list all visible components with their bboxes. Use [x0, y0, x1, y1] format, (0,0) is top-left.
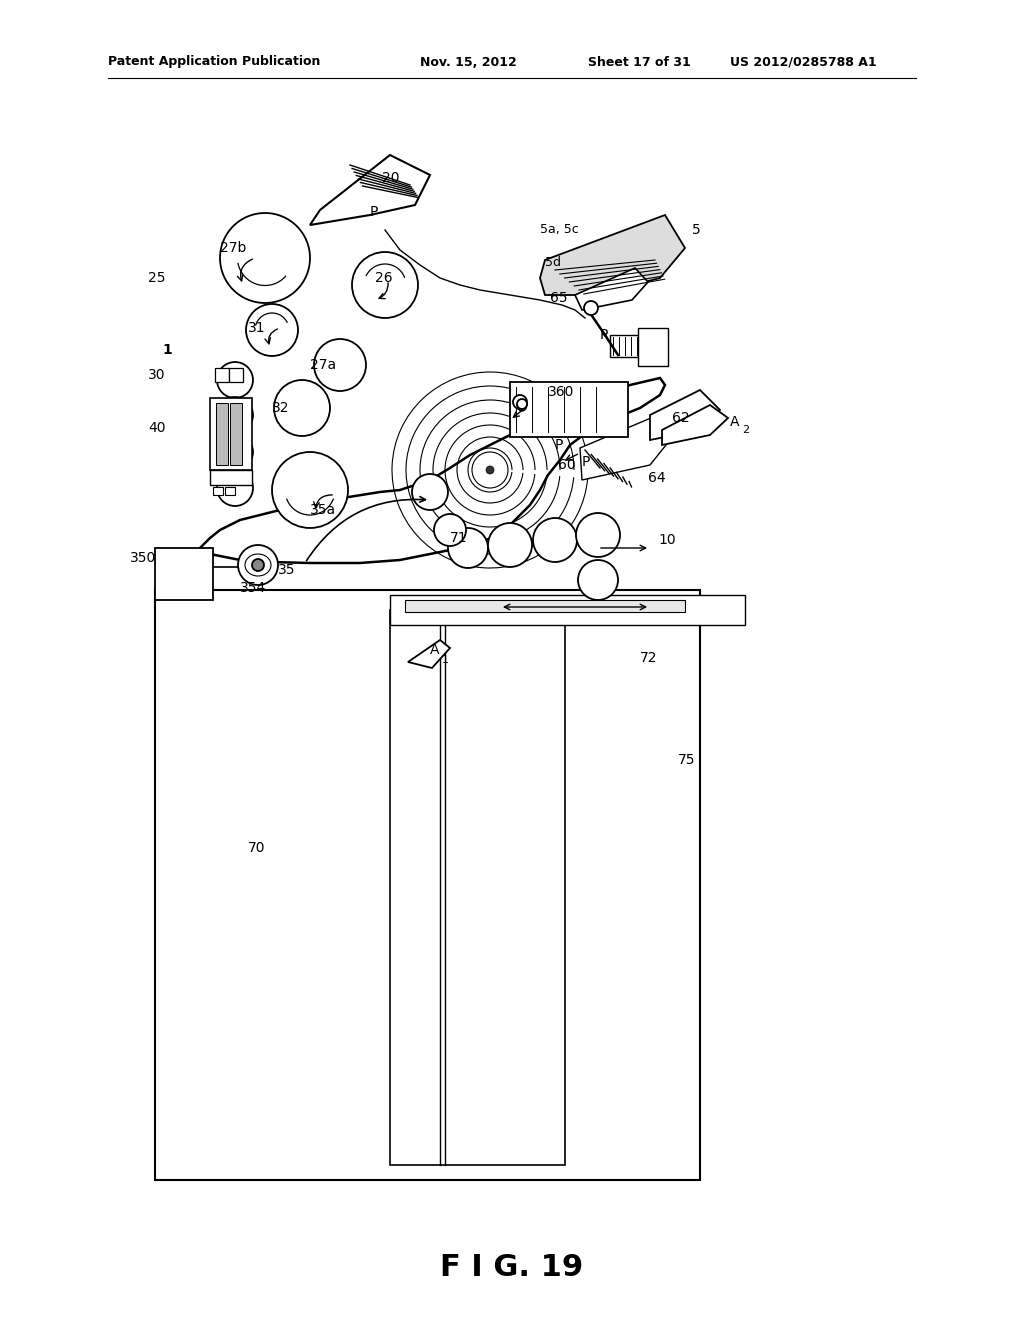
Circle shape [238, 545, 278, 585]
Bar [215, 368, 229, 381]
Text: 40: 40 [148, 421, 166, 436]
Circle shape [434, 513, 466, 546]
Text: 75: 75 [678, 752, 695, 767]
Text: 35a: 35a [310, 503, 336, 517]
Bar [390, 595, 745, 624]
Polygon shape [195, 378, 665, 595]
Bar [230, 403, 242, 465]
Circle shape [472, 451, 508, 488]
Text: P: P [582, 455, 591, 469]
Circle shape [217, 397, 253, 433]
Text: Sheet 17 of 31: Sheet 17 of 31 [588, 55, 691, 69]
Circle shape [449, 528, 488, 568]
Text: 27a: 27a [310, 358, 336, 372]
Text: 26: 26 [375, 271, 392, 285]
Text: P: P [555, 438, 563, 451]
Bar [406, 601, 685, 612]
Circle shape [217, 470, 253, 506]
Bar [213, 487, 223, 495]
Bar [216, 403, 228, 465]
Circle shape [252, 558, 264, 572]
Text: US 2012/0285788 A1: US 2012/0285788 A1 [730, 55, 877, 69]
Text: P: P [600, 327, 608, 342]
Circle shape [486, 466, 494, 474]
Text: 1: 1 [162, 343, 172, 356]
Circle shape [534, 517, 577, 562]
Bar [510, 381, 628, 437]
Bar [155, 590, 700, 1180]
Text: 354: 354 [240, 581, 266, 595]
Circle shape [480, 459, 500, 480]
Bar [610, 335, 645, 356]
Circle shape [513, 395, 527, 409]
Bar [210, 470, 252, 484]
Circle shape [217, 362, 253, 399]
Polygon shape [575, 268, 648, 310]
Text: 25: 25 [148, 271, 166, 285]
Text: 27b: 27b [220, 242, 247, 255]
Bar [390, 610, 565, 1166]
Circle shape [246, 304, 298, 356]
Bar [229, 368, 243, 381]
Text: 360: 360 [548, 385, 574, 399]
Text: A: A [730, 414, 739, 429]
Text: 65: 65 [550, 290, 567, 305]
Text: 2: 2 [742, 425, 750, 436]
Polygon shape [650, 389, 720, 440]
Text: 30: 30 [148, 368, 166, 381]
Text: Nov. 15, 2012: Nov. 15, 2012 [420, 55, 517, 69]
Text: 5a, 5c: 5a, 5c [540, 223, 579, 236]
Text: 60: 60 [558, 458, 575, 473]
Text: 31: 31 [248, 321, 265, 335]
Text: 72: 72 [640, 651, 657, 665]
Text: A: A [430, 643, 439, 657]
Text: 350: 350 [130, 550, 157, 565]
Bar [210, 399, 252, 470]
Text: 64: 64 [648, 471, 666, 484]
Polygon shape [662, 405, 728, 445]
Circle shape [220, 213, 310, 304]
Circle shape [412, 474, 449, 510]
Text: 1: 1 [442, 655, 449, 665]
Bar [155, 548, 213, 601]
Circle shape [488, 523, 532, 568]
Polygon shape [580, 414, 670, 480]
Text: 71: 71 [450, 531, 468, 545]
Polygon shape [408, 640, 450, 668]
Circle shape [575, 513, 620, 557]
Circle shape [578, 560, 618, 601]
Circle shape [352, 252, 418, 318]
Text: 35: 35 [278, 564, 296, 577]
Circle shape [274, 380, 330, 436]
Text: F I G. 19: F I G. 19 [440, 1254, 584, 1283]
Text: 5d: 5d [545, 256, 561, 268]
Text: 70: 70 [248, 841, 265, 855]
Text: 5: 5 [692, 223, 700, 238]
Text: 20: 20 [382, 172, 399, 185]
Circle shape [517, 399, 527, 409]
Text: 10: 10 [658, 533, 676, 546]
Circle shape [272, 451, 348, 528]
Text: 62: 62 [672, 411, 689, 425]
Text: P: P [370, 205, 379, 219]
Polygon shape [540, 215, 685, 294]
Polygon shape [310, 154, 430, 224]
Text: Patent Application Publication: Patent Application Publication [108, 55, 321, 69]
Circle shape [217, 434, 253, 470]
Circle shape [314, 339, 366, 391]
Circle shape [584, 301, 598, 315]
Bar [225, 487, 234, 495]
Text: 32: 32 [272, 401, 290, 414]
Bar [638, 327, 668, 366]
